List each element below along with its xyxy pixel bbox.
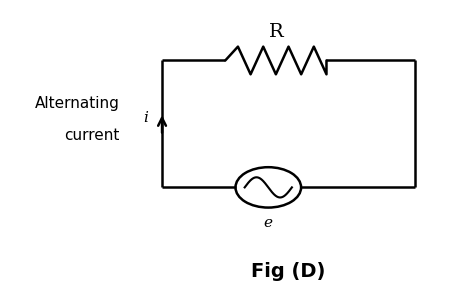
Text: R: R xyxy=(268,23,283,41)
Text: Fig (D): Fig (D) xyxy=(251,262,326,280)
Text: e: e xyxy=(264,216,273,230)
Text: Alternating: Alternating xyxy=(35,96,120,111)
Text: i: i xyxy=(143,111,148,125)
Text: current: current xyxy=(64,128,120,143)
